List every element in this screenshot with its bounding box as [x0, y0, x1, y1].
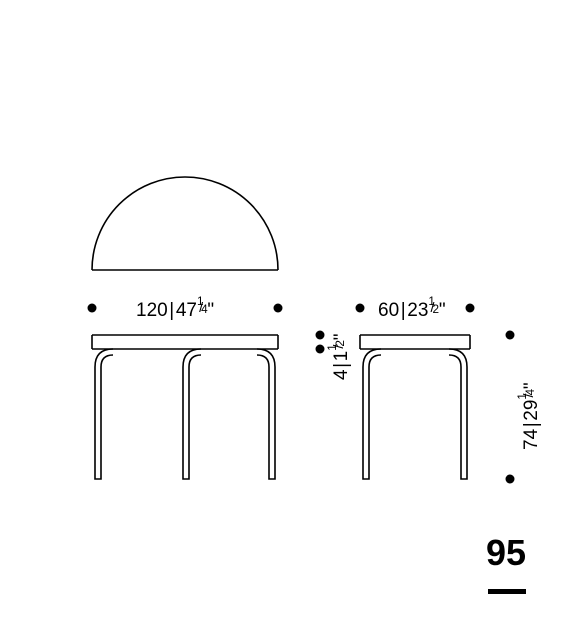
model-underline	[488, 589, 526, 594]
dim-height: 74 | 291/4"	[518, 382, 543, 450]
top-view	[92, 177, 278, 270]
dim-in: 47	[176, 300, 197, 321]
dim-cm: 120	[136, 300, 168, 321]
dim-in: 1	[331, 351, 352, 362]
side-elevation	[360, 335, 470, 479]
front-elevation	[92, 335, 278, 479]
dim-width-side: 60 | 231/2"	[378, 297, 446, 322]
dimension-dots	[88, 304, 515, 484]
technical-drawing: 120 | 471/4" 4 | 11/2" 60 | 231/2" 74 | …	[0, 0, 574, 642]
dim-width-front: 120 | 471/4"	[136, 297, 214, 322]
dim-cm: 4	[331, 369, 352, 380]
dim-cm: 60	[378, 300, 399, 321]
model-number: 95	[486, 532, 526, 574]
dim-in: 23	[407, 300, 428, 321]
dim-cm: 74	[521, 429, 542, 450]
dim-thickness: 4 | 11/2"	[328, 334, 353, 380]
dim-in: 29	[521, 400, 542, 421]
